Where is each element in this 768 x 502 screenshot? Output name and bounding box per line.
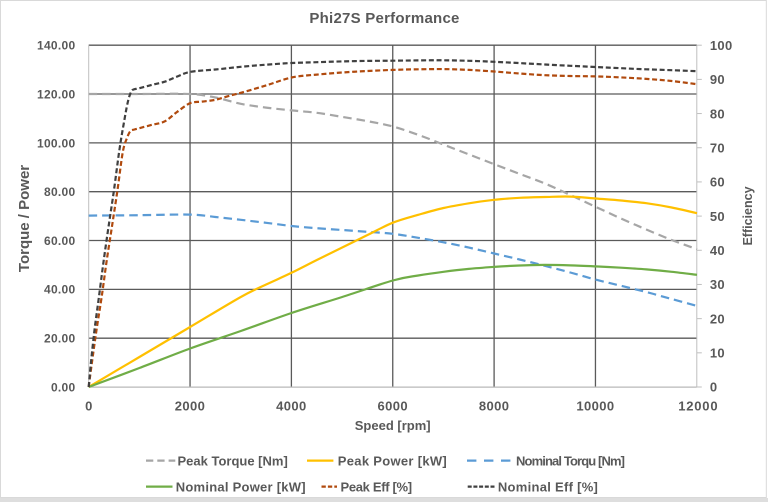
- svg-text:Nominal Power [kW]: Nominal Power [kW]: [176, 479, 306, 494]
- svg-text:80.00: 80.00: [44, 185, 76, 199]
- svg-text:100: 100: [710, 38, 733, 53]
- svg-text:8000: 8000: [479, 399, 510, 414]
- svg-text:6000: 6000: [377, 399, 408, 414]
- svg-text:Peak Eff [%]: Peak Eff [%]: [341, 479, 412, 494]
- svg-text:40.00: 40.00: [44, 283, 76, 297]
- svg-text:Peak Power [kW]: Peak Power [kW]: [338, 453, 447, 468]
- svg-text:0: 0: [710, 380, 718, 395]
- svg-text:70: 70: [710, 140, 725, 155]
- svg-text:10000: 10000: [576, 399, 614, 414]
- svg-text:100.00: 100.00: [37, 136, 76, 150]
- svg-text:60.00: 60.00: [44, 234, 76, 248]
- svg-text:120.00: 120.00: [37, 87, 76, 101]
- svg-text:60: 60: [710, 175, 725, 190]
- svg-text:12000: 12000: [678, 399, 718, 414]
- svg-text:140.00: 140.00: [37, 39, 76, 53]
- svg-text:Speed [rpm]: Speed [rpm]: [355, 418, 431, 433]
- svg-text:2000: 2000: [175, 399, 206, 414]
- svg-text:10: 10: [710, 346, 725, 361]
- svg-text:20.00: 20.00: [44, 332, 76, 346]
- svg-text:30: 30: [710, 277, 725, 292]
- svg-text:0: 0: [85, 399, 92, 414]
- svg-text:80: 80: [710, 106, 725, 121]
- svg-text:40: 40: [710, 243, 725, 258]
- svg-text:4000: 4000: [276, 399, 307, 414]
- svg-text:Phi27S Performance: Phi27S Performance: [309, 10, 459, 27]
- svg-text:Torque / Power: Torque / Power: [16, 165, 33, 272]
- svg-text:Efficiency: Efficiency: [741, 186, 755, 245]
- svg-text:Peak Torque [Nm]: Peak Torque [Nm]: [178, 453, 288, 468]
- svg-text:90: 90: [710, 72, 725, 87]
- svg-text:20: 20: [710, 311, 725, 326]
- svg-text:0.00: 0.00: [51, 380, 76, 394]
- svg-text:50: 50: [710, 209, 725, 224]
- svg-text:Nominal Eff [%]: Nominal Eff [%]: [498, 479, 598, 494]
- svg-text:Nominal Torqu [Nm]: Nominal Torqu [Nm]: [516, 453, 625, 468]
